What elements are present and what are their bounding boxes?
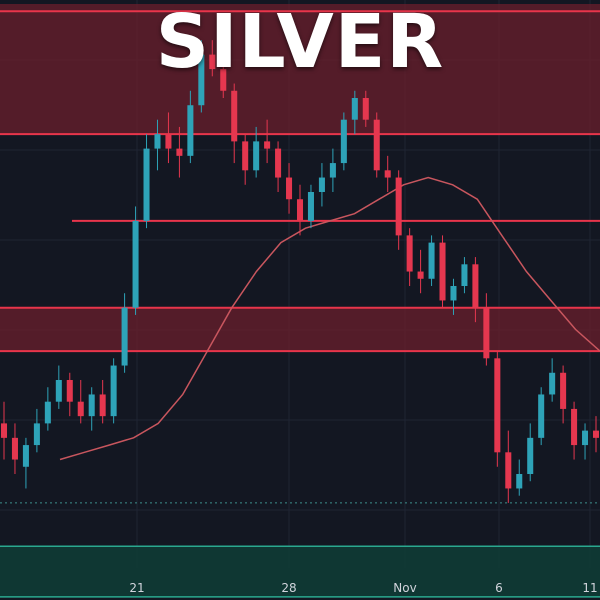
price-zones [0,4,600,598]
candle-body [209,54,216,70]
candle-body [11,437,18,460]
candle-body [527,437,534,474]
candle-body [505,452,512,489]
candle-body [187,105,194,156]
candle-body [461,264,468,286]
candle-body [231,90,238,142]
candle-body [220,69,227,91]
candle-body [538,394,545,438]
horizontal-levels [0,10,600,504]
x-tick-label: 6 [495,581,503,595]
candle-body [154,134,161,149]
x-axis: 21 28 Nov 6 11 [129,581,597,595]
candle-body [143,148,150,221]
candle-body [77,401,84,417]
x-tick-label: 11 [582,581,597,595]
candle-body [275,148,282,178]
candle-body [494,358,501,453]
candle-body [571,408,578,446]
candle-body [253,141,260,171]
x-tick-label: Nov [393,581,416,595]
candle-body [483,307,490,359]
candle-body [373,119,380,171]
candle-body [395,177,402,236]
candle-body [428,242,435,279]
candle-body [472,264,479,308]
candle-body [165,134,172,149]
candle-body [384,170,391,178]
moving-average-line [59,176,600,461]
candle-body [417,271,424,279]
candle-body [362,98,369,120]
candle-body [450,286,457,301]
candle-body [121,307,128,366]
candle-body [592,430,600,438]
candle-body [318,177,325,192]
candle-body [0,423,8,438]
moving-average [59,176,600,461]
x-tick-label: 21 [129,581,144,595]
resistance-zone [0,307,600,352]
candle-body [132,220,139,308]
candle-body [307,192,314,221]
candle-body [22,445,29,467]
resistance-zone [0,4,600,135]
candle-body [296,199,304,221]
candle-body [110,365,117,417]
candles [0,40,600,503]
candle-body [44,401,51,424]
candle-body [549,372,556,395]
chart-title: SILVER [155,0,445,85]
candle-body [329,163,336,178]
candle-body [560,372,567,409]
candle-body [406,235,413,272]
candle-body [351,98,358,120]
candle-body [340,119,347,164]
support-zone [0,546,600,597]
candle-body [582,430,589,446]
candle-body [264,141,271,149]
candle-body [88,394,95,417]
candle-body [516,474,523,489]
candle-body [242,141,249,171]
candle-body [286,177,293,200]
candle-body [33,423,40,446]
candle-body [66,380,73,402]
x-tick-label: 28 [281,581,296,595]
candle-body [176,148,183,156]
candle-body [99,394,106,417]
candle-body [439,242,446,301]
candle-body [55,380,62,402]
candle-body [198,54,205,106]
